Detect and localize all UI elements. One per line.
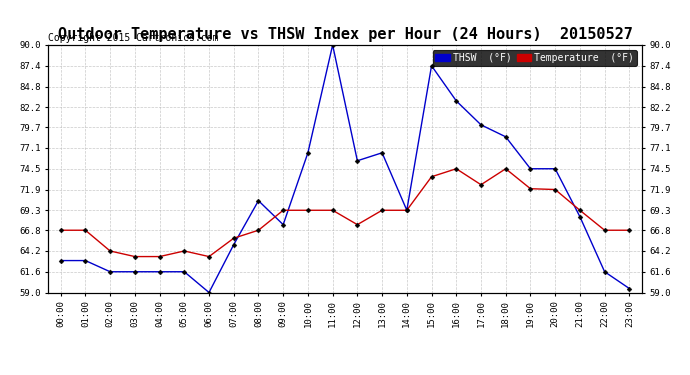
Legend: THSW  (°F), Temperature  (°F): THSW (°F), Temperature (°F) (433, 50, 637, 66)
Text: Copyright 2015 Cartronics.com: Copyright 2015 Cartronics.com (48, 33, 219, 42)
Title: Outdoor Temperature vs THSW Index per Hour (24 Hours)  20150527: Outdoor Temperature vs THSW Index per Ho… (57, 27, 633, 42)
